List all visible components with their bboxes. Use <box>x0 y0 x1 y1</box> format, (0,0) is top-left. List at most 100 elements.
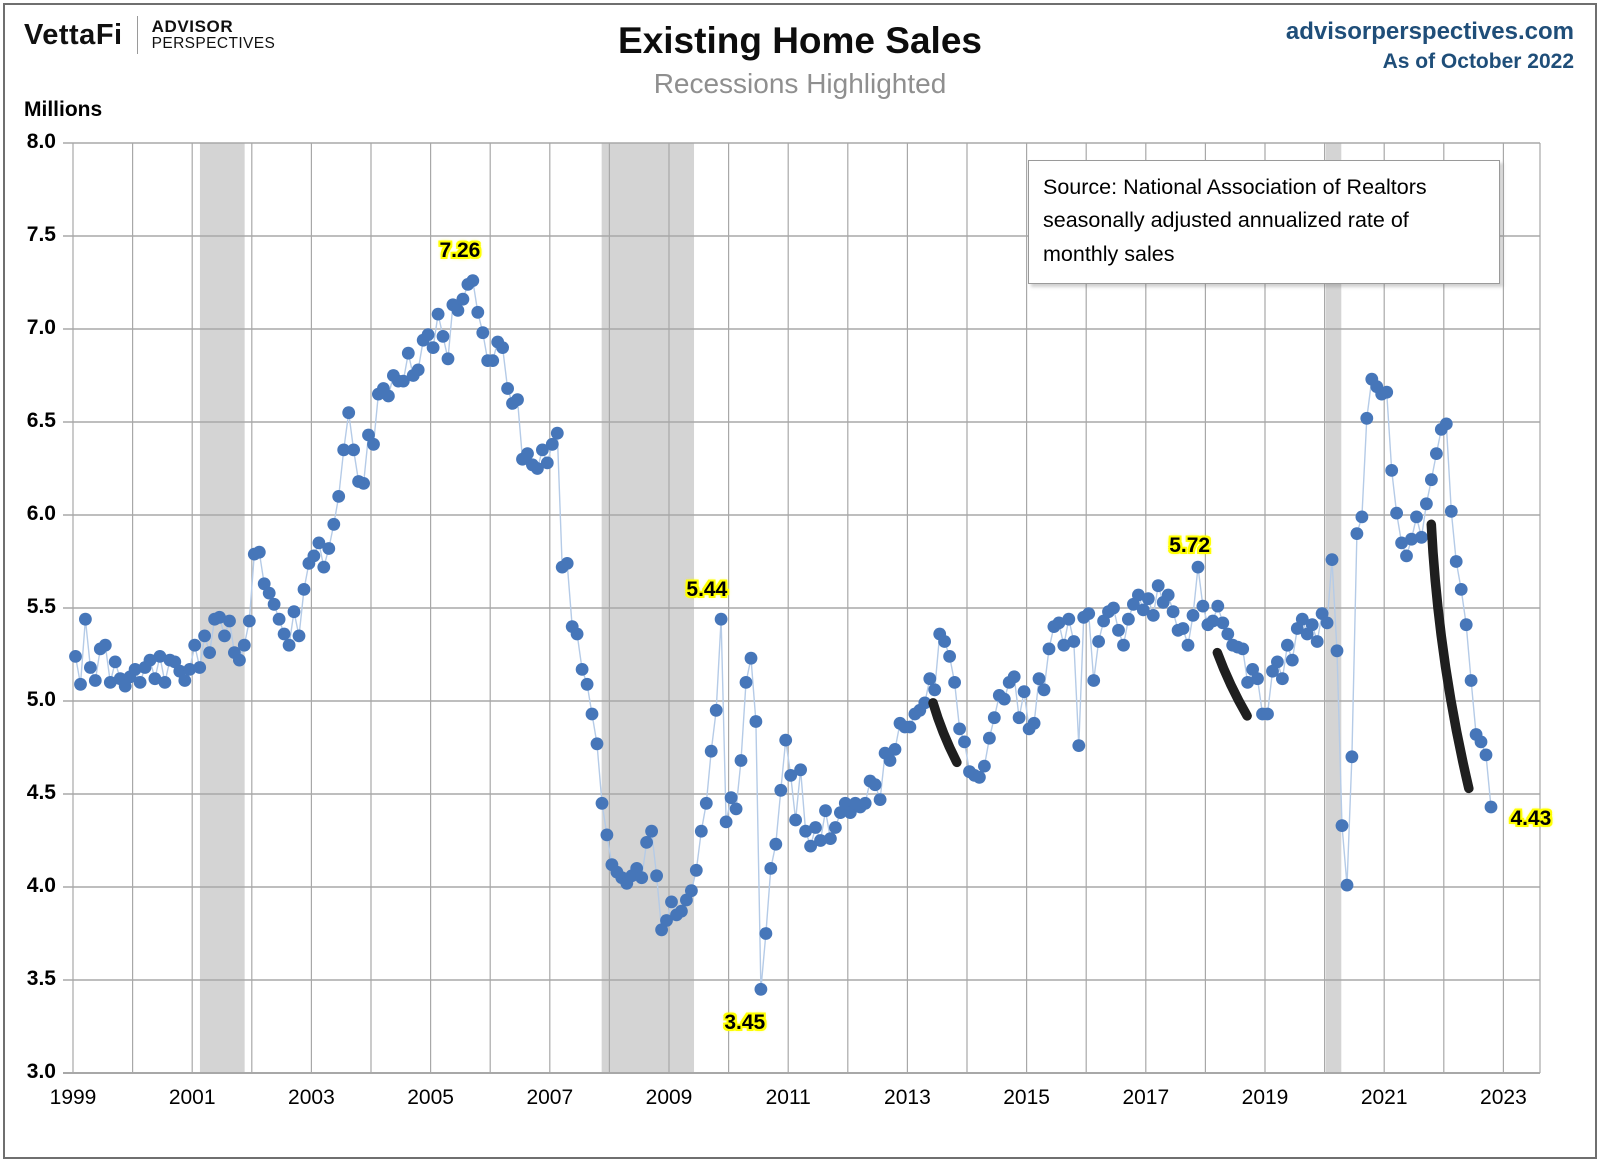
data-point <box>923 672 937 686</box>
data-point <box>332 490 346 503</box>
data-point <box>1112 623 1125 637</box>
y-axis-tick-label: 7.5 <box>26 223 56 246</box>
data-point <box>983 731 996 745</box>
x-axis-tick-label: 2011 <box>765 1086 811 1109</box>
data-point <box>1281 638 1294 652</box>
site-link[interactable]: advisorperspectives.com <box>1285 18 1574 45</box>
data-point <box>814 834 827 847</box>
data-point <box>287 605 301 619</box>
data-point <box>451 304 465 317</box>
vettafi-wordmark: VettaFi <box>24 18 123 51</box>
data-annotation-label: 3.45 <box>724 1011 766 1035</box>
data-point <box>103 676 117 689</box>
x-axis-tick-label: 2005 <box>407 1086 454 1109</box>
data-point <box>382 389 395 403</box>
data-point <box>188 638 202 652</box>
data-point <box>1132 588 1145 602</box>
x-axis-tick-label: 2007 <box>526 1086 574 1109</box>
data-point <box>1211 599 1225 613</box>
data-point <box>322 542 336 555</box>
y-axis-tick-label: 6.0 <box>26 502 56 525</box>
data-point <box>744 651 758 665</box>
data-point <box>973 770 986 784</box>
data-point <box>1082 607 1096 620</box>
data-point <box>1122 612 1135 626</box>
data-point <box>1017 685 1031 699</box>
data-point <box>1484 800 1498 814</box>
data-point <box>590 737 604 751</box>
data-point <box>1032 672 1046 686</box>
data-point <box>88 674 102 687</box>
data-point <box>1345 750 1359 764</box>
data-point <box>1454 583 1468 596</box>
data-point <box>774 783 788 797</box>
data-point <box>98 638 112 652</box>
data-point <box>1305 618 1319 632</box>
data-point <box>1117 638 1130 652</box>
data-point <box>943 650 956 663</box>
data-point <box>347 443 360 457</box>
data-point <box>689 863 703 877</box>
data-point <box>1464 674 1478 687</box>
data-point <box>466 274 480 287</box>
data-point <box>824 832 837 845</box>
data-point <box>1400 549 1413 563</box>
data-point <box>486 354 500 367</box>
data-point <box>685 884 698 898</box>
data-point <box>819 804 832 818</box>
data-point <box>948 676 961 689</box>
x-axis-tick-label: 2013 <box>884 1086 931 1109</box>
data-point <box>560 557 574 570</box>
data-point <box>327 517 341 531</box>
decline-trend-stroke <box>1426 519 1474 794</box>
data-point <box>958 735 971 749</box>
data-point <box>1360 411 1374 425</box>
x-axis-tick-label: 2017 <box>1122 1086 1170 1109</box>
data-point <box>739 676 753 689</box>
data-point <box>1196 599 1210 613</box>
data-point <box>938 635 951 648</box>
source-line: seasonally adjusted annualized rate of <box>1043 208 1409 233</box>
data-point <box>218 629 231 643</box>
data-point <box>441 352 455 366</box>
data-point <box>476 326 490 340</box>
data-point <box>317 560 331 574</box>
decline-trend-stroke <box>1212 647 1252 721</box>
data-point <box>267 597 281 611</box>
logo-divider <box>136 16 138 54</box>
data-point <box>660 914 673 927</box>
data-point <box>148 672 162 686</box>
data-point <box>595 796 609 810</box>
data-point <box>531 462 544 475</box>
y-axis-tick-label: 5.5 <box>26 595 56 618</box>
data-point <box>1479 748 1493 762</box>
data-point <box>213 610 226 624</box>
data-point <box>342 406 356 420</box>
data-point <box>1221 627 1235 641</box>
data-point <box>312 536 326 550</box>
y-axis-tick-label: 5.0 <box>26 688 56 711</box>
data-point <box>1072 739 1086 752</box>
data-point <box>421 328 435 341</box>
data-point <box>1186 609 1200 622</box>
x-axis-tick-label: 2015 <box>1003 1086 1050 1109</box>
data-point <box>1420 497 1433 511</box>
data-point <box>1410 510 1423 524</box>
data-point <box>1385 464 1399 477</box>
data-point <box>357 477 370 490</box>
data-point <box>784 769 798 782</box>
data-point <box>436 330 450 343</box>
vettafi-logo: VettaFi ADVISOR PERSPECTIVES <box>24 16 275 54</box>
data-point <box>858 796 872 810</box>
data-point <box>1271 655 1284 669</box>
data-point <box>888 743 902 756</box>
data-point <box>794 763 807 777</box>
data-point <box>1261 707 1274 721</box>
data-point <box>262 586 276 600</box>
x-axis-tick-label: 2021 <box>1360 1086 1408 1109</box>
data-point <box>1176 622 1190 635</box>
data-point <box>580 677 594 691</box>
data-point <box>694 824 708 838</box>
data-point <box>734 754 748 767</box>
x-axis-tick-label: 2023 <box>1480 1086 1527 1109</box>
